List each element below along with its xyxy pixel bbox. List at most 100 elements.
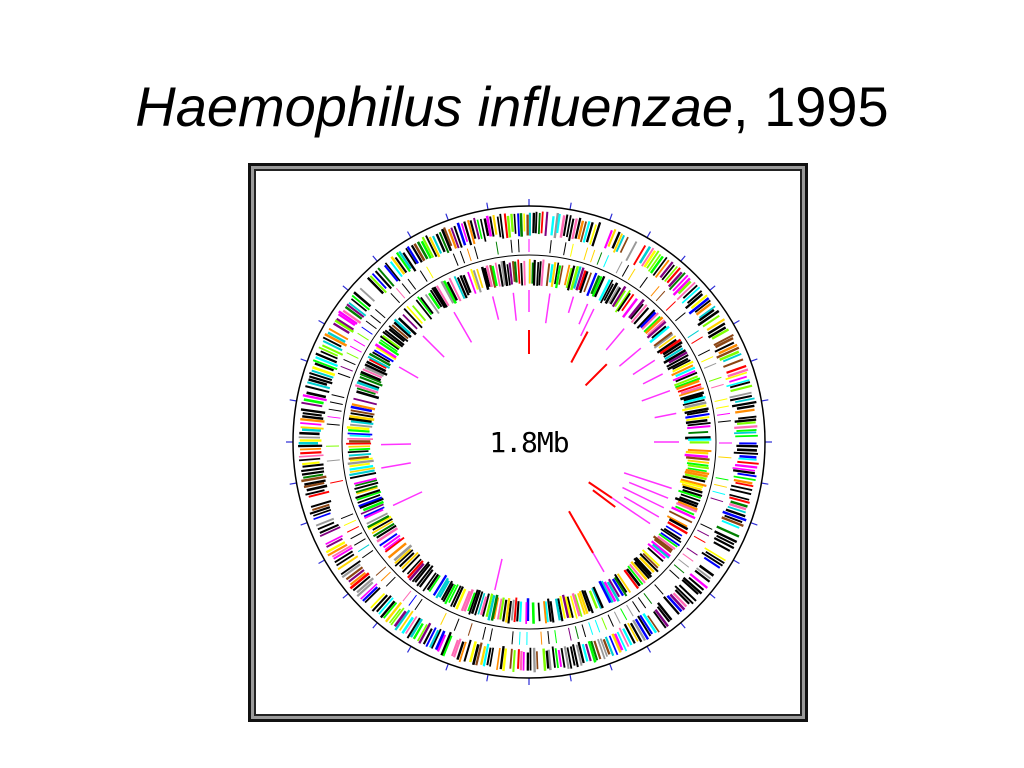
inner-gene-bar [675, 379, 700, 391]
outer-gene-bar [413, 243, 426, 262]
outer-gene-bar [352, 575, 371, 592]
outer-gene-bar [473, 217, 481, 240]
inner-gene-bar [569, 595, 578, 619]
outer-gene-bar [678, 584, 697, 602]
inner-gene-bar [662, 341, 683, 356]
outer-gene-bar [698, 305, 716, 319]
inner-gene-bar [382, 331, 404, 348]
inner-gene-bar [382, 334, 401, 349]
outer-gene-bar [406, 246, 419, 264]
outer-gene-bar [312, 366, 336, 377]
inner-gene-bar [426, 573, 440, 591]
outer-gene-bar [313, 512, 331, 521]
inner-gene-bar [440, 580, 454, 601]
outer-gene-bar [371, 594, 388, 612]
outer-gene-bar [703, 556, 721, 569]
outer-gene-bar [324, 333, 348, 347]
outer-gene-bar [374, 270, 393, 290]
inner-gene-bar [491, 265, 498, 287]
outer-gene-bar [734, 418, 757, 423]
outer-gene-bar [315, 517, 335, 527]
inner-gene-bar [472, 270, 482, 293]
outer-gene-bar [675, 312, 686, 322]
outer-gene-bar [351, 294, 370, 311]
inner-gene-bar [403, 307, 423, 329]
rna-mark [618, 347, 642, 367]
inner-gene-bar [428, 292, 441, 310]
inner-gene-bar [565, 267, 573, 289]
outer-gene-bar [653, 611, 667, 629]
inner-gene-bar [683, 395, 706, 404]
outer-gene-bar [483, 218, 490, 237]
inner-gene-bar [600, 279, 614, 304]
inner-gene-bar [496, 598, 503, 620]
inner-gene-bar [614, 289, 631, 313]
inner-gene-bar [348, 445, 371, 448]
inner-gene-bar [382, 534, 401, 549]
outer-gene-bar [467, 623, 473, 636]
inner-gene-bar [362, 500, 384, 512]
inner-gene-bar [460, 590, 471, 612]
inner-gene-bar [474, 591, 484, 616]
rna-mark [494, 558, 503, 591]
outer-gene-bar [486, 647, 492, 666]
outer-gene-bar [306, 391, 327, 399]
inner-gene-bar [435, 285, 450, 307]
outer-gene-bar [618, 627, 630, 647]
inner-gene-bar [374, 343, 397, 359]
rna-mark [491, 296, 500, 320]
inner-gene-bar [591, 275, 603, 297]
outer-gene-bar [349, 571, 367, 586]
outer-gene-bar [499, 645, 505, 670]
outer-gene-bar [737, 472, 757, 478]
outer-gene-bar [360, 583, 378, 600]
outer-gene-bar [725, 508, 746, 518]
inner-gene-bar [684, 473, 707, 481]
inner-gene-bar [531, 602, 535, 624]
outer-gene-bar [408, 594, 417, 606]
outer-gene-bar [343, 519, 357, 526]
inner-gene-bar [686, 462, 709, 467]
inner-gene-bar [647, 319, 666, 336]
inner-gene-bar [608, 578, 621, 598]
outer-gene-bar [736, 448, 757, 452]
inner-gene-bar [414, 563, 431, 583]
scale-tick [761, 482, 769, 485]
inner-gene-bar [554, 598, 562, 621]
outer-gene-bar [315, 356, 339, 367]
outer-gene-bar [340, 365, 353, 372]
scale-tick [406, 231, 412, 238]
outer-gene-bar [703, 362, 717, 369]
inner-gene-bar [371, 520, 394, 535]
outer-gene-bar [519, 213, 524, 237]
outer-gene-bar [364, 587, 381, 604]
inner-gene-bar [347, 450, 369, 454]
outer-gene-bar [402, 590, 412, 602]
outer-gene-bar [429, 629, 440, 648]
outer-gene-bar [704, 547, 726, 562]
inner-gene-bar [604, 282, 619, 305]
rna-mark [623, 472, 672, 490]
outer-gene-bar [637, 597, 647, 609]
inner-gene-bar [442, 583, 454, 603]
inner-gene-bar [672, 360, 694, 373]
outer-gene-bar [582, 221, 591, 243]
outer-gene-bar [612, 233, 624, 253]
inner-gene-bar [480, 596, 488, 616]
outer-gene-bar [390, 607, 405, 626]
rna-mark [642, 373, 663, 385]
outer-gene-bar [298, 454, 324, 458]
outer-gene-bar [353, 291, 372, 308]
scale-tick [761, 399, 769, 402]
inner-gene-bar [367, 515, 392, 530]
outer-gene-bar [495, 241, 499, 255]
outer-gene-bar [577, 220, 585, 240]
inner-gene-bar [656, 338, 677, 354]
inner-gene-bar [516, 601, 520, 622]
outer-gene-bar [688, 576, 705, 591]
outer-gene-bar [308, 490, 330, 498]
inner-gene-bar [611, 578, 625, 597]
inner-gene-bar [408, 562, 425, 581]
inner-gene-bar [685, 419, 708, 425]
outer-gene-bar [537, 212, 541, 235]
